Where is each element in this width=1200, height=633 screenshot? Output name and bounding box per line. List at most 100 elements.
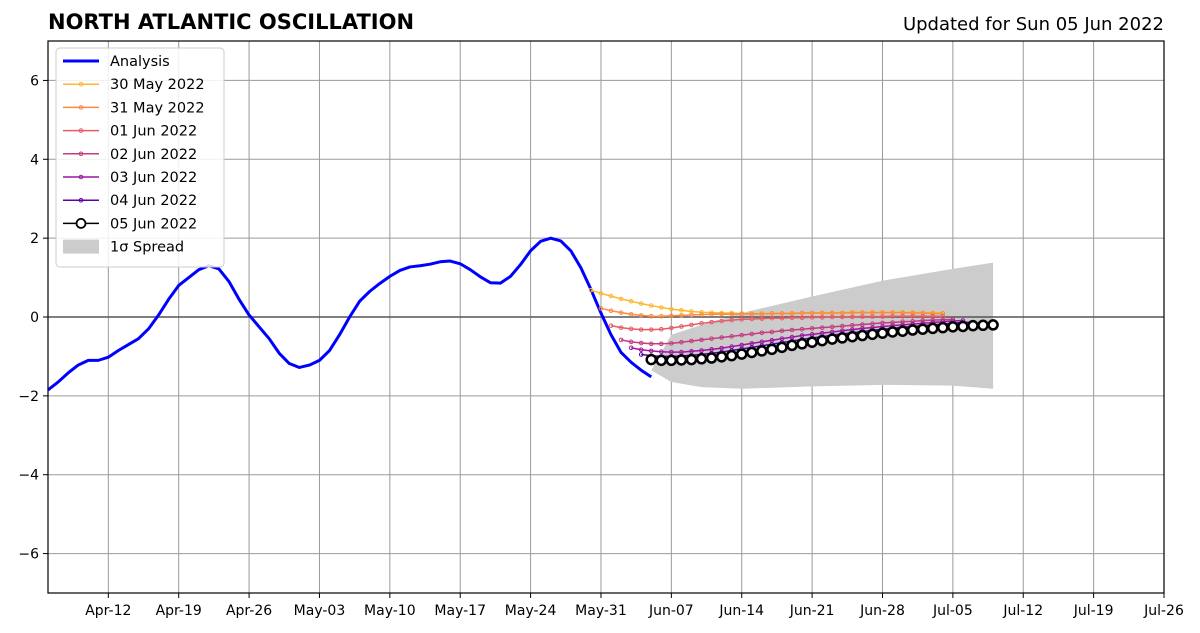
forecast-point [628, 311, 634, 317]
forecast-point [876, 327, 889, 339]
forecast-point [896, 325, 909, 337]
forecast-point [779, 315, 785, 321]
forecast-point [836, 332, 849, 344]
forecast-point [679, 339, 684, 345]
forecast-point [809, 326, 815, 331]
forecast-point [856, 329, 869, 342]
forecast-point [799, 326, 805, 332]
plot-area: Apr-12 Apr-19 Apr-26 May-03 May-10 May-17 May-… [18, 40, 1184, 619]
forecast-point [759, 311, 765, 317]
forecast-point [729, 334, 734, 339]
forecast-point [749, 331, 755, 337]
forecast-point [608, 293, 614, 299]
x-tick-label: May-10 [364, 603, 416, 619]
series-01-jun-2022 [608, 313, 946, 332]
forecast-point [789, 327, 795, 333]
forecast-point [679, 307, 684, 313]
x-tick-label: Jun-14 [718, 603, 764, 619]
forecast-point [809, 315, 815, 320]
forecast-point [829, 324, 835, 330]
forecast-point [729, 317, 734, 323]
x-tick-label: Jun-21 [789, 603, 835, 619]
forecast-point [658, 349, 664, 354]
forecast-point [689, 322, 694, 328]
forecast-point [746, 346, 758, 359]
legend-marker [75, 217, 87, 229]
forecast-point [695, 353, 708, 365]
legend-marker [78, 128, 84, 133]
forecast-point [719, 318, 724, 324]
x-tick-label: Jul-26 [1143, 603, 1184, 619]
forecast-point [658, 313, 664, 319]
forecast-point [906, 324, 919, 336]
x-tick-label: Apr-26 [226, 603, 272, 619]
forecast-point [739, 311, 745, 317]
forecast-point [829, 314, 835, 320]
forecast-point [920, 313, 926, 319]
forecast-point [816, 334, 828, 347]
forecast-point [769, 329, 775, 335]
forecast-point [608, 323, 614, 328]
forecast-point [766, 343, 778, 356]
forecast-point [638, 313, 644, 318]
series-02-jun-2022 [618, 317, 956, 347]
forecast-point [669, 325, 674, 331]
forecast-point [886, 326, 899, 338]
legend-marker [78, 197, 84, 203]
series-05-jun-2022 [645, 319, 999, 367]
forecast-point [628, 339, 634, 345]
legend-marker [78, 81, 84, 87]
legend-label: 02 Jun 2022 [110, 147, 197, 163]
forecast-point [846, 330, 859, 343]
forecast-point [628, 326, 634, 332]
legend-label: 31 May 2022 [110, 100, 205, 116]
forecast-point [689, 338, 694, 344]
forecast-point [648, 348, 654, 354]
legend-label: 03 Jun 2022 [110, 170, 197, 186]
chart-subtitle: Updated for Sun 05 Jun 2022 [903, 14, 1164, 35]
forecast-point [669, 306, 674, 312]
forecast-point [648, 327, 654, 332]
forecast-point [725, 349, 738, 362]
forecast-point [645, 353, 657, 366]
forecast-point [870, 314, 875, 319]
forecast-point [799, 315, 805, 321]
y-tick-label: −2 [18, 389, 39, 405]
forecast-point [866, 328, 879, 341]
forecast-point [679, 324, 684, 329]
forecast-point [826, 333, 838, 345]
legend-label: 05 Jun 2022 [110, 216, 197, 232]
forecast-point [618, 337, 624, 343]
forecast-point [598, 291, 604, 296]
x-tick-label: Jun-07 [648, 603, 694, 619]
legend-spread-swatch [63, 239, 99, 254]
forecast-point [776, 341, 788, 354]
forecast-point [850, 314, 855, 320]
forecast-point [709, 311, 714, 317]
y-tick-label: 4 [30, 152, 39, 168]
forecast-point [648, 341, 654, 347]
x-tick-label: May-31 [575, 603, 627, 619]
forecast-point [769, 315, 775, 321]
forecast-point [709, 336, 714, 341]
x-tick-label: Jul-19 [1073, 603, 1114, 619]
y-tick-label: −4 [18, 468, 39, 484]
forecast-point [628, 345, 634, 351]
forecast-point [618, 310, 624, 315]
x-tick-label: Jul-05 [932, 603, 973, 619]
forecast-point [648, 313, 654, 319]
forecast-point [850, 310, 855, 315]
forecast-line [630, 319, 963, 353]
forecast-point [618, 325, 624, 330]
forecast-point [947, 321, 959, 333]
forecast-point [705, 352, 718, 364]
legend-marker [78, 105, 84, 110]
forecast-point [735, 348, 748, 360]
forecast-point [685, 353, 698, 366]
legend-label: 01 Jun 2022 [110, 124, 197, 140]
forecast-point [598, 306, 604, 311]
forecast-point [779, 311, 785, 316]
forecast-point [977, 319, 989, 332]
forecast-point [819, 315, 825, 320]
forecast-point [675, 354, 688, 366]
